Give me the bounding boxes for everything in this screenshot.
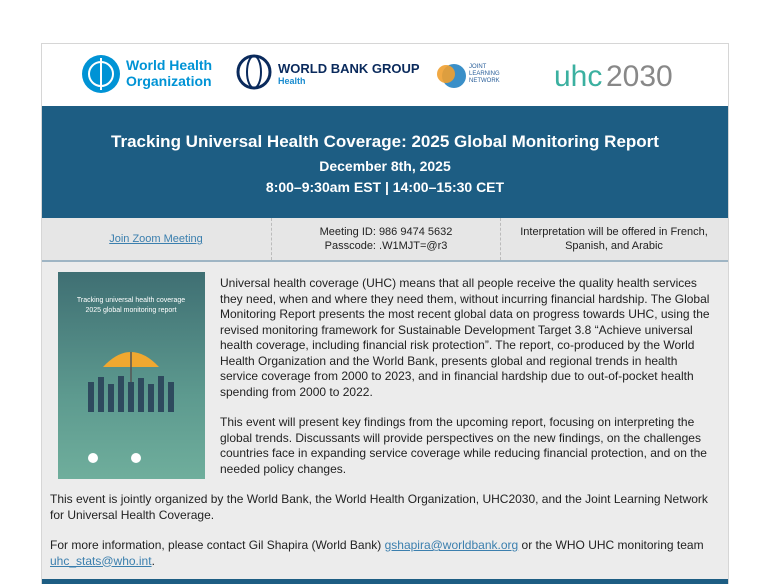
logo-bar: World Health Organization WORLD BANK GRO… [42,44,728,106]
event-banner: Tracking Universal Health Coverage: 2025… [42,106,728,218]
event-time: 8:00–9:30am EST | 14:00–15:30 CET [265,179,505,195]
passcode: Passcode: .W1MJT=@r3 [324,240,448,252]
people [88,376,174,412]
zoom-cell: Join Zoom Meeting [42,218,270,260]
jln-name: JOINT [469,64,487,70]
email-card: World Health Organization WORLD BANK GRO… [41,43,729,584]
interpretation: Interpretation will be offered in French… [520,226,708,252]
meeting-cell: Meeting ID: 986 9474 5632 Passcode: .W1MJ… [271,218,501,260]
zoom-link[interactable]: Join Zoom Meeting [109,233,203,245]
paragraph: Universal health coverage (UHC) means th… [220,276,710,399]
jln-globe [437,65,455,83]
meeting-id: Meeting ID: 986 9474 5632 [319,226,453,238]
wb-globe [246,55,262,89]
wb-sub: Health [278,76,306,86]
wb-name: WORLD BANK GROUP [278,61,420,76]
contact-text: For more information, please contact Gil… [50,538,385,552]
description: Universal health coverage (UHC) means th… [220,276,716,492]
jln-name: LEARNING [469,71,500,77]
contact-text: . [151,553,155,568]
email-link[interactable]: gshapira@worldbank.org [384,538,519,552]
cover-art: Tracking universal health coverage 2025 … [77,297,185,463]
uhc-year: 2030 [606,60,673,93]
logos: World Health Organization WORLD BANK GRO… [82,54,673,93]
paragraph: This event is jointly organized by the W… [50,492,708,522]
meeting-info: Join Zoom Meeting Meeting ID: 986 9474 5… [42,218,728,262]
who-name: World Health [126,57,212,73]
uhc-logo: uhc [554,60,602,93]
organizers: This event is jointly organized by the W… [50,492,720,584]
who-mini [88,453,98,463]
interpretation-cell: Interpretation will be offered in French… [500,218,728,260]
wb-mini [131,453,141,463]
contact: For more information, please contact Gil… [50,538,720,569]
jln-name: NETWORK [469,78,500,84]
email-link[interactable]: uhc_stats@who.int [50,553,152,568]
meeting-details: Meeting ID: 986 9474 5632 Passcode: .W1MJ… [320,225,453,253]
report-cover: Tracking universal health coverage 2025 … [58,272,205,479]
who-name: Organization [126,73,212,89]
event-date: December 8th, 2025 [319,158,451,174]
event-title: Tracking Universal Health Coverage: 2025… [111,132,659,151]
cover-title: Tracking universal health coverage [77,297,185,304]
wb-globe [236,54,272,90]
footer-strip [42,579,728,584]
contact-text: or the WHO UHC monitoring team [518,538,704,552]
paragraph: This event will present key findings fro… [220,415,707,476]
cover-subtitle: 2025 global monitoring report [85,307,176,314]
